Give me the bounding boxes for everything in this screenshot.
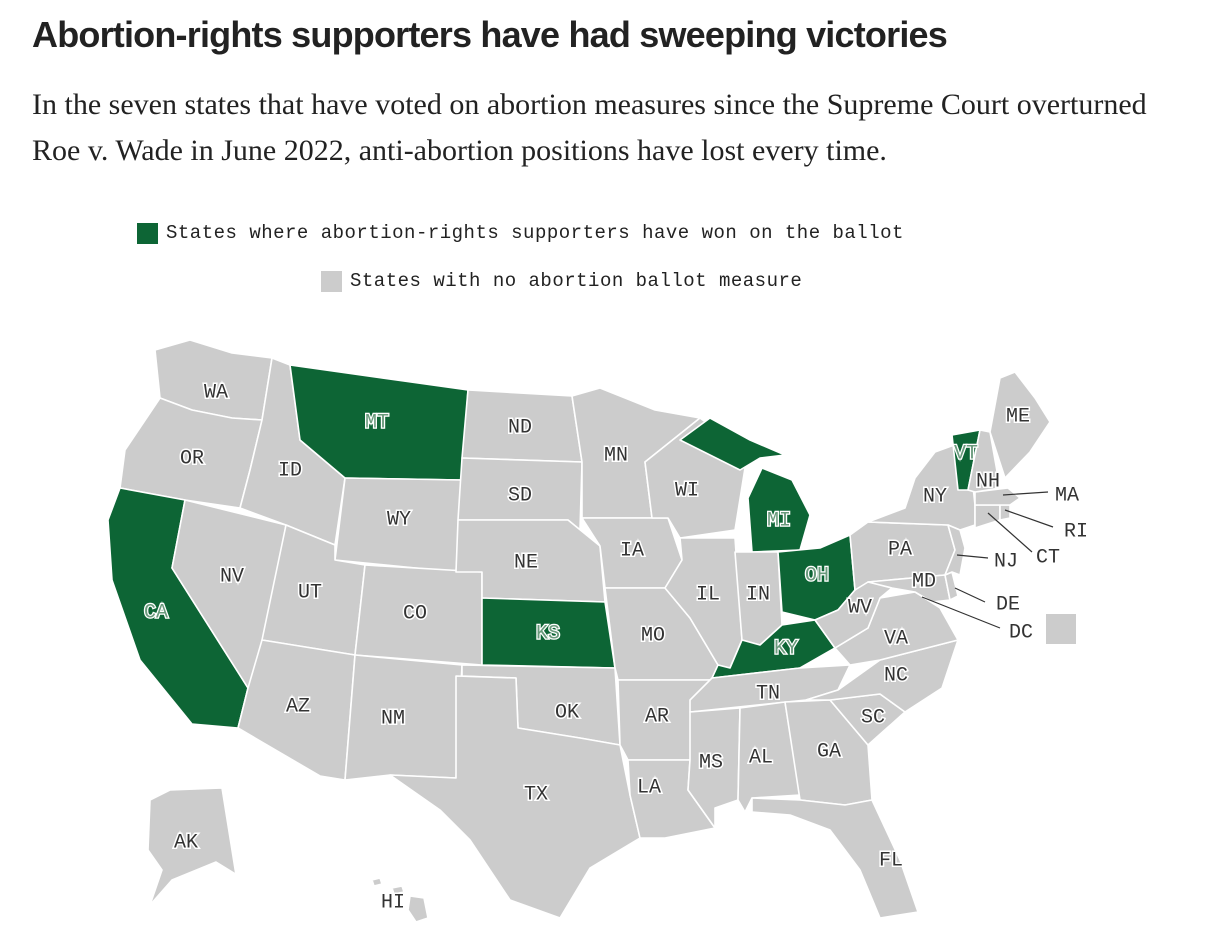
state-label-or: OR (180, 447, 204, 470)
state-MA[interactable] (974, 487, 1021, 506)
state-label-mo: MO (641, 624, 665, 647)
state-label-ne: NE (514, 551, 538, 574)
leader-line-ri (1004, 509, 1054, 528)
state-label-ca: CA (144, 601, 168, 624)
state-label-ma: MA (1055, 484, 1079, 507)
state-ME[interactable] (989, 371, 1051, 479)
state-FL[interactable] (751, 797, 919, 919)
legend-swatch-none (321, 270, 342, 292)
state-DC[interactable] (1046, 614, 1076, 644)
state-AK[interactable] (147, 787, 263, 906)
state-label-mi: MI (767, 509, 791, 532)
state-label-dc: DC (1009, 621, 1033, 644)
state-label-nh: NH (976, 470, 1000, 493)
state-label-wa: WA (204, 381, 228, 404)
state-label-mn: MN (604, 444, 628, 467)
state-label-co: CO (403, 602, 427, 625)
state-KY[interactable] (711, 619, 836, 679)
state-label-in: IN (746, 583, 770, 606)
legend-label-none: States with no abortion ballot measure (350, 270, 803, 292)
state-label-nd: ND (508, 416, 532, 439)
leader-line-dc (921, 596, 1001, 629)
state-label-il: IL (696, 583, 720, 606)
legend-item-won: States where abortion-rights supporters … (137, 222, 904, 244)
leader-line-nj (956, 554, 989, 559)
state-label-nj: NJ (994, 550, 1018, 573)
state-label-fl: FL (879, 849, 903, 872)
state-HI[interactable] (371, 877, 429, 923)
chart-subtitle: In the seven states that have voted on a… (32, 88, 1147, 167)
state-label-oh: OH (805, 564, 829, 587)
state-label-va: VA (884, 627, 908, 650)
state-label-mt: MT (365, 411, 389, 434)
state-RI[interactable] (999, 504, 1011, 521)
state-label-ut: UT (298, 581, 322, 604)
state-label-nm: NM (381, 707, 405, 730)
state-label-az: AZ (286, 695, 310, 718)
state-label-ri: RI (1064, 520, 1088, 543)
state-label-de: DE (996, 593, 1020, 616)
leader-line-ma (1002, 491, 1049, 496)
state-label-ct: CT (1036, 546, 1060, 569)
state-label-wv: WV (848, 596, 872, 619)
state-CT[interactable] (974, 504, 1001, 529)
state-label-ky: KY (774, 637, 798, 660)
state-label-ok: OK (555, 701, 579, 724)
state-label-hi: HI (381, 891, 405, 914)
state-label-wy: WY (387, 508, 411, 531)
state-label-me: ME (1006, 405, 1030, 428)
state-TX[interactable] (389, 675, 641, 919)
state-NH[interactable] (967, 429, 1001, 493)
state-NC[interactable] (805, 639, 959, 713)
state-label-ia: IA (620, 539, 644, 562)
legend-swatch-won (137, 222, 158, 244)
legend-item-none: States with no abortion ballot measure (321, 270, 802, 292)
state-label-pa: PA (888, 538, 912, 561)
state-label-tn: TN (756, 682, 780, 705)
state-label-sd: SD (508, 484, 532, 507)
leader-line-ct (987, 512, 1033, 553)
state-label-ny: NY (923, 485, 947, 508)
state-label-al: AL (749, 746, 773, 769)
state-label-ms: MS (699, 751, 723, 774)
state-label-ks: KS (536, 622, 560, 645)
state-label-ak: AK (174, 831, 198, 854)
state-label-nv: NV (220, 565, 244, 588)
state-label-ar: AR (645, 705, 669, 728)
state-label-wi: WI (675, 479, 699, 502)
state-label-ga: GA (817, 740, 841, 763)
chart-title: Abortion-rights supporters have had swee… (32, 14, 948, 55)
legend-label-won: States where abortion-rights supporters … (166, 222, 904, 244)
state-label-vt: VT (954, 442, 978, 465)
state-label-id: ID (278, 459, 302, 482)
state-label-sc: SC (861, 706, 885, 729)
state-label-la: LA (637, 776, 661, 799)
state-label-nc: NC (884, 664, 908, 687)
state-label-md: MD (912, 570, 936, 593)
state-NJ[interactable] (944, 524, 966, 576)
leader-line-de (954, 587, 986, 603)
state-label-tx: TX (524, 783, 548, 806)
